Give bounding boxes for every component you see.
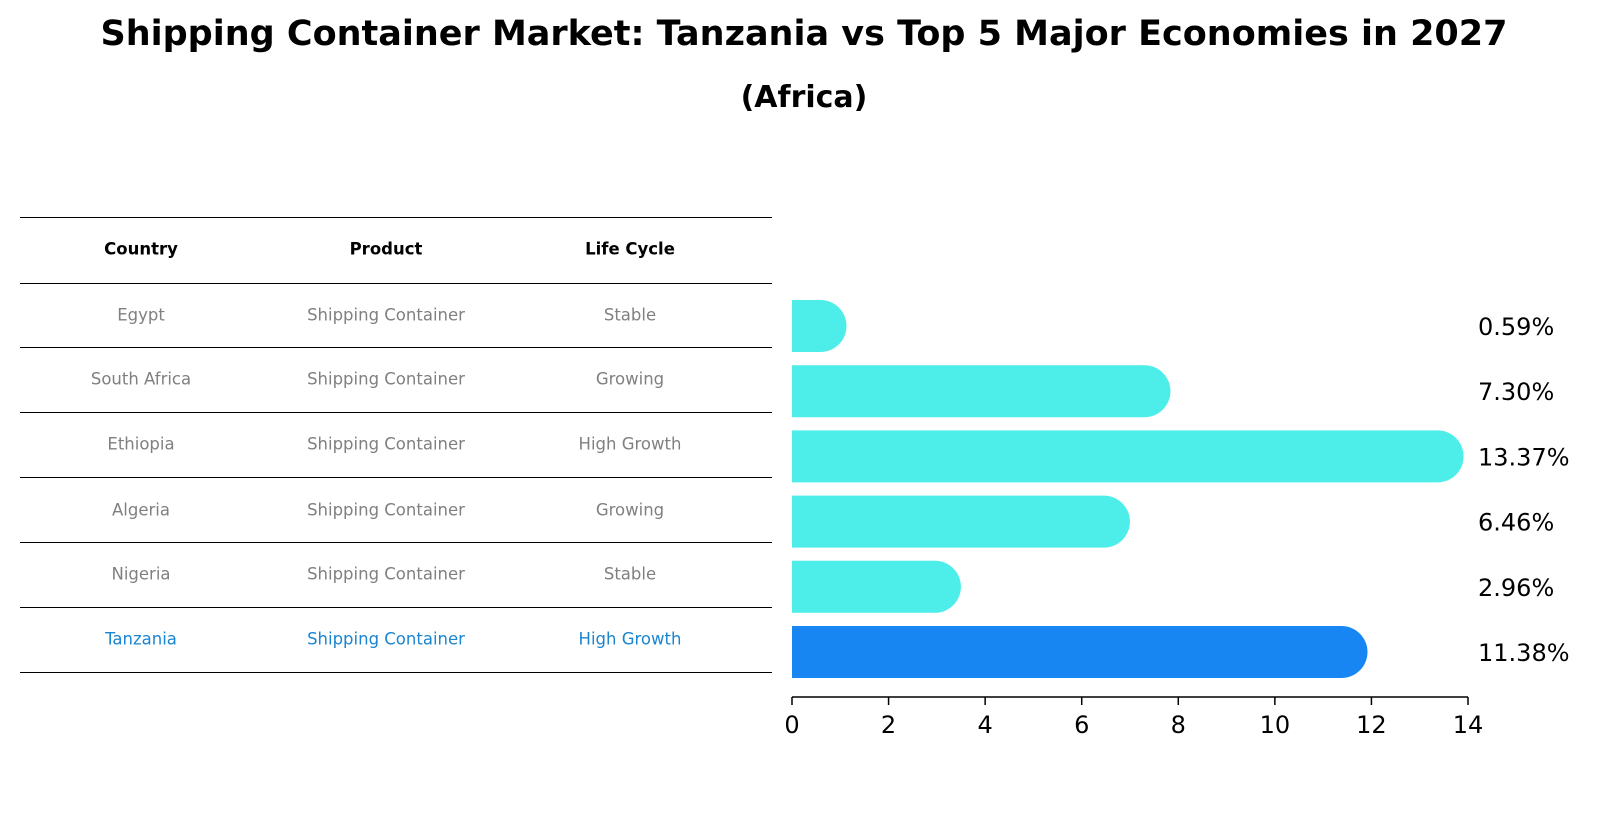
bar-value-label: 0.59%: [1478, 313, 1554, 341]
row-country: Egypt: [117, 305, 165, 325]
x-tick-label: 14: [1453, 711, 1484, 739]
bar-value-label: 13.37%: [1478, 443, 1570, 471]
table-header-rule: [20, 283, 772, 284]
bar: [792, 430, 1464, 483]
chart-title: Shipping Container Market: Tanzania vs T…: [100, 14, 1508, 54]
chart-subtitle: (Africa): [740, 80, 868, 115]
row-life-cycle: Stable: [603, 305, 657, 325]
row-product: Shipping Container: [307, 305, 465, 325]
header-product: Product: [349, 239, 423, 259]
header-country: Country: [104, 239, 178, 259]
bar: [792, 560, 961, 613]
row-country: South Africa: [90, 369, 192, 389]
bar: [792, 300, 847, 352]
x-tick-label: 6: [1074, 711, 1089, 739]
row-rule: [20, 607, 772, 608]
row-product: Shipping Container: [307, 564, 465, 584]
header-life-cycle: Life Cycle: [585, 239, 675, 259]
table-bottom-rule: [20, 672, 772, 673]
bar-value-label: 11.38%: [1478, 639, 1570, 667]
bar-value-label: 7.30%: [1478, 378, 1554, 406]
table-top-rule: [20, 217, 772, 218]
bar-highlight: [792, 626, 1368, 678]
row-country: Nigeria: [111, 564, 171, 584]
row-rule: [20, 347, 772, 348]
x-tick-label: 8: [1171, 711, 1186, 739]
bar-value-label: 6.46%: [1478, 509, 1554, 537]
row-product: Shipping Container: [307, 369, 465, 389]
row-life-cycle: Growing: [595, 369, 665, 389]
x-tick-label: 4: [978, 711, 993, 739]
bar: [792, 495, 1130, 548]
row-rule: [20, 477, 772, 478]
row-product: Shipping Container: [307, 500, 465, 520]
row-country: Algeria: [112, 500, 170, 520]
row-rule: [20, 412, 772, 413]
row-country-highlight: Tanzania: [105, 629, 177, 649]
row-country: Ethiopia: [107, 434, 175, 454]
row-life-cycle-highlight: High Growth: [578, 629, 682, 649]
x-tick-label: 2: [881, 711, 896, 739]
row-life-cycle: Stable: [603, 564, 657, 584]
x-tick-label: 10: [1260, 711, 1291, 739]
x-tick-label: 12: [1356, 711, 1387, 739]
bar-value-label: 2.96%: [1478, 574, 1554, 602]
row-life-cycle: Growing: [595, 500, 665, 520]
row-life-cycle: High Growth: [578, 434, 682, 454]
row-product: Shipping Container: [307, 434, 465, 454]
bar: [792, 365, 1171, 418]
row-product-highlight: Shipping Container: [307, 629, 465, 649]
row-rule: [20, 542, 772, 543]
x-tick-label: 0: [784, 711, 799, 739]
